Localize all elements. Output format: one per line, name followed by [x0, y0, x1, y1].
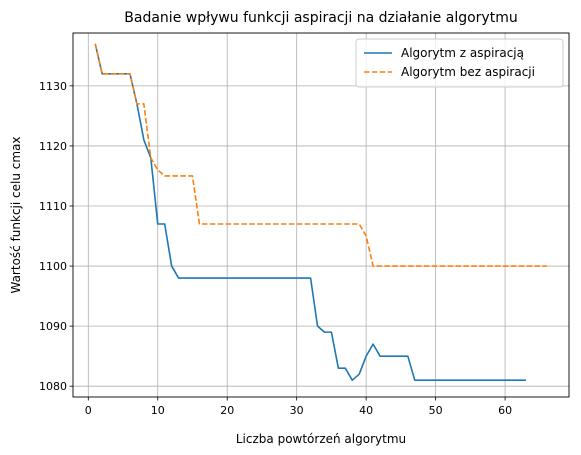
legend-label-aspiracja: Algorytm z aspiracją	[401, 46, 524, 60]
grid-lines	[73, 33, 569, 397]
x-axis-label: Liczba powtórzeń algorytmu	[236, 432, 406, 446]
x-tick-label: 10	[151, 404, 165, 417]
legend-box	[355, 38, 564, 88]
series-line-bez-aspiracji	[94, 43, 547, 267]
y-tick-label: 1100	[39, 260, 67, 273]
chart-title: Badanie wpływu funkcji aspiracji na dzia…	[124, 10, 517, 26]
legend: Algorytm z aspiracją Algorytm bez aspira…	[355, 38, 564, 88]
y-axis-ticks: 1080 1090 1100 1110 1120 1130	[39, 80, 73, 393]
x-tick-label: 30	[290, 404, 304, 417]
y-tick-label: 1090	[39, 320, 67, 333]
x-tick-label: 60	[498, 404, 512, 417]
series-layer	[94, 43, 547, 381]
x-tick-label: 50	[429, 404, 443, 417]
x-tick-label: 20	[220, 404, 234, 417]
series-line-z-aspiracja	[94, 43, 526, 381]
y-tick-label: 1080	[39, 380, 67, 393]
x-axis-ticks: 0 10 20 30 40 50 60	[85, 397, 512, 417]
y-tick-label: 1120	[39, 140, 67, 153]
y-tick-label: 1130	[39, 80, 67, 93]
legend-label-bez-aspiracji: Algorytm bez aspiracji	[401, 65, 535, 79]
y-axis-label: Wartość funkcji celu cmax	[9, 136, 23, 293]
plot-frame	[72, 32, 570, 398]
x-tick-label: 40	[359, 404, 373, 417]
y-tick-label: 1110	[39, 200, 67, 213]
x-tick-label: 0	[85, 404, 92, 417]
